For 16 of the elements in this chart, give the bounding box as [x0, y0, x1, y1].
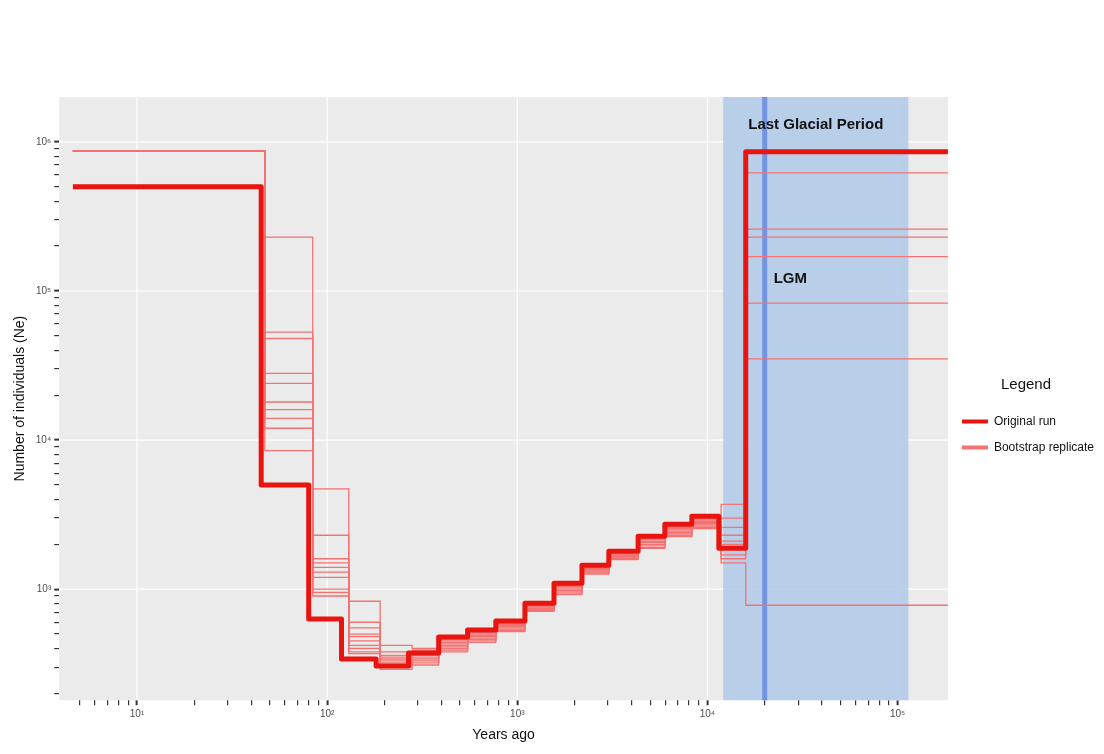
x-tick-label: 10² — [319, 707, 336, 719]
x-tick-label: 10³ — [510, 707, 526, 719]
y-axis-title: Number of individuals (Ne) — [11, 315, 28, 482]
y-tick-label: 10⁵ — [35, 284, 52, 296]
ref-line-label: LGM — [773, 269, 808, 287]
legend-title: Legend — [1000, 375, 1051, 393]
x-axis-title: Years ago — [472, 726, 536, 743]
legend-label: Original run — [993, 413, 1056, 428]
y-tick-label: 10⁴ — [35, 433, 52, 445]
y-tick-label: 10³ — [36, 582, 52, 594]
legend-label: Bootstrap replicate — [993, 439, 1095, 454]
band-label: Last Glacial Period — [748, 115, 884, 133]
x-tick-label: 10¹ — [129, 707, 145, 719]
x-tick-label: 10⁴ — [699, 707, 716, 719]
y-tick-label: 10⁶ — [35, 135, 52, 147]
x-tick-label: 10⁵ — [889, 707, 906, 719]
